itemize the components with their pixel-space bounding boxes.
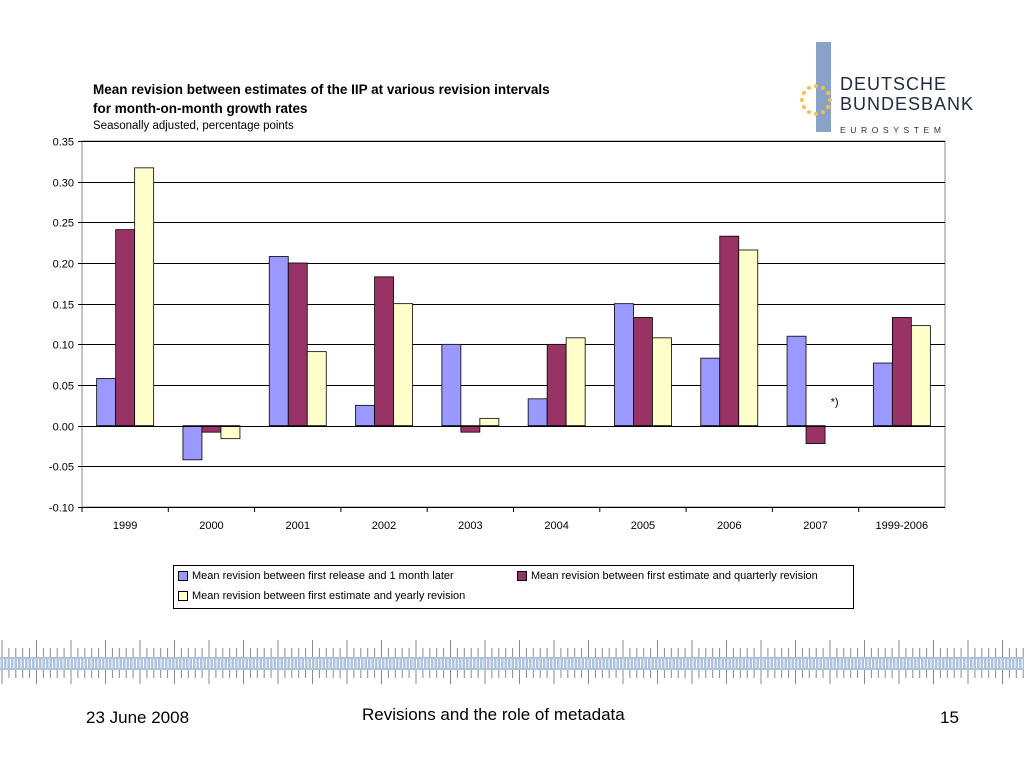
bar bbox=[441, 343, 462, 427]
bar bbox=[652, 337, 672, 427]
x-tick-label: 2006 bbox=[717, 520, 741, 532]
x-tick-label: 2001 bbox=[286, 520, 310, 532]
bar bbox=[460, 425, 481, 433]
logo-text-eurosystem: EUROSYSTEM bbox=[840, 125, 946, 135]
bar-chart: 0.35 0.30 0.25 0.20 0.15 0.10 0.05 0.00 -0.05 -0.… bbox=[49, 137, 946, 532]
bar bbox=[614, 303, 634, 427]
legend-item-1-month: Mean revision between first release and … bbox=[178, 570, 454, 582]
footer-date: 23 June 2008 bbox=[86, 708, 190, 727]
x-tick-label: 2002 bbox=[372, 520, 396, 532]
y-tick-label: 0.30 bbox=[53, 178, 74, 190]
bar bbox=[565, 337, 586, 427]
bar bbox=[287, 262, 308, 427]
bar bbox=[268, 256, 289, 427]
plot-area bbox=[81, 140, 946, 508]
logo-star bbox=[828, 98, 832, 102]
bar bbox=[374, 276, 394, 427]
x-tick-label: 1999 bbox=[113, 520, 137, 532]
euro-stars-icon bbox=[800, 84, 832, 116]
chart-title-line-1: Mean revision between estimates of the I… bbox=[93, 82, 550, 97]
bar bbox=[910, 325, 931, 427]
bar bbox=[633, 317, 653, 427]
y-tick-label: 0.05 bbox=[53, 381, 74, 393]
bar bbox=[306, 351, 327, 427]
bar bbox=[546, 343, 567, 427]
legend-item-yearly: Mean revision between first estimate and… bbox=[178, 590, 465, 602]
y-tick-label: -0.05 bbox=[49, 462, 74, 474]
bar bbox=[479, 417, 500, 427]
bar bbox=[786, 335, 807, 427]
chart-legend: Mean revision between first release and … bbox=[173, 565, 854, 609]
page-number: 15 bbox=[940, 708, 959, 727]
bar bbox=[96, 378, 117, 427]
bar bbox=[738, 249, 759, 427]
bar bbox=[719, 235, 740, 427]
bar bbox=[527, 398, 548, 427]
y-tick-label: 0.15 bbox=[53, 300, 74, 312]
decorative-scale-band bbox=[0, 640, 1024, 684]
logo-star bbox=[826, 91, 831, 95]
bar bbox=[805, 425, 826, 444]
legend-label-1-month: Mean revision between first release and … bbox=[192, 570, 454, 582]
x-tick-label: 1999-2006 bbox=[876, 520, 929, 532]
logo-star bbox=[807, 85, 811, 90]
y-tick-label: 0.25 bbox=[53, 218, 74, 230]
bar bbox=[220, 425, 241, 440]
logo-star bbox=[821, 110, 825, 115]
y-tick-label: 0.35 bbox=[53, 137, 74, 149]
logo-star bbox=[821, 85, 825, 90]
bar bbox=[393, 303, 413, 427]
y-tick-label: 0.20 bbox=[53, 259, 74, 271]
legend-swatch-yearly bbox=[178, 591, 188, 601]
y-tick-label: 0.00 bbox=[53, 422, 74, 434]
bundesbank-logo: DEUTSCHE BUNDESBANK EUROSYSTEM bbox=[796, 42, 986, 142]
x-tick-label: 2005 bbox=[631, 520, 655, 532]
bar bbox=[700, 357, 721, 427]
x-tick-label: 2000 bbox=[199, 520, 223, 532]
legend-swatch-1-month bbox=[178, 571, 188, 581]
x-tick-label: 2004 bbox=[544, 520, 568, 532]
logo-star bbox=[826, 105, 831, 109]
y-tick-label: 0.10 bbox=[53, 340, 74, 352]
legend-label-quarterly: Mean revision between first estimate and… bbox=[531, 570, 818, 582]
logo-star bbox=[807, 110, 811, 115]
bar bbox=[115, 229, 136, 427]
chart-title: Mean revision between estimates of the I… bbox=[93, 80, 550, 118]
legend-label-yearly: Mean revision between first estimate and… bbox=[192, 590, 466, 602]
logo-star bbox=[801, 105, 806, 109]
y-tick-label: -0.10 bbox=[49, 503, 74, 515]
logo-star bbox=[814, 112, 818, 116]
bar bbox=[134, 167, 155, 427]
logo-star bbox=[800, 98, 804, 102]
logo-star bbox=[814, 84, 818, 88]
bar bbox=[872, 362, 893, 427]
logo-text-deutsche: DEUTSCHE bbox=[840, 74, 948, 94]
bar bbox=[355, 404, 375, 427]
chart-title-line-2: for month-on-month growth rates bbox=[93, 101, 308, 116]
chart-subtitle: Seasonally adjusted, percentage points bbox=[93, 120, 294, 132]
chart-annotation: *) bbox=[831, 396, 839, 408]
x-tick-label: 2007 bbox=[803, 520, 827, 532]
logo-star bbox=[801, 91, 806, 95]
bar bbox=[891, 317, 912, 427]
legend-swatch-quarterly bbox=[517, 571, 527, 581]
footer-title: Revisions and the role of metadata bbox=[362, 705, 625, 724]
legend-item-quarterly: Mean revision between first estimate and… bbox=[517, 570, 818, 582]
bar bbox=[182, 425, 203, 461]
x-tick-label: 2003 bbox=[458, 520, 482, 532]
logo-text-bundesbank: BUNDESBANK bbox=[840, 94, 975, 114]
